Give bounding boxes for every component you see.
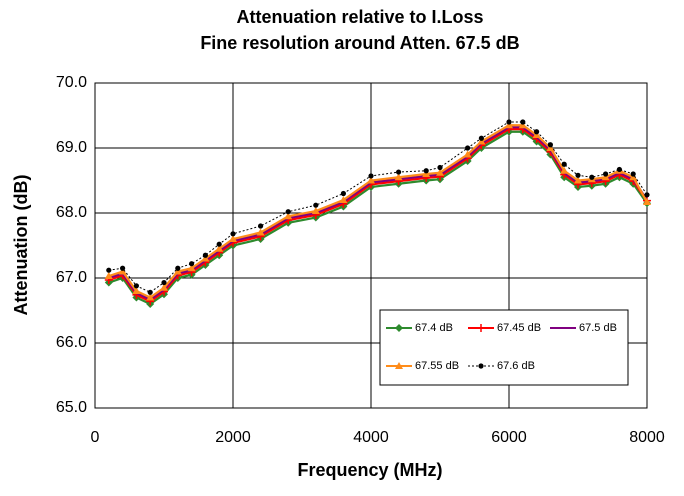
marker [395, 324, 403, 332]
marker [313, 202, 319, 208]
legend-label: 67.4 dB [415, 322, 453, 334]
marker [644, 192, 650, 198]
marker [368, 173, 374, 179]
y-tick-label: 66.0 [56, 334, 87, 351]
legend-label: 67.5 dB [579, 322, 617, 334]
legend-box [379, 309, 629, 386]
marker [520, 119, 526, 125]
marker [215, 244, 224, 252]
x-tick-label: 0 [91, 429, 100, 446]
marker [147, 289, 153, 295]
marker [201, 254, 210, 262]
marker [616, 166, 623, 173]
chart-subtitle: Fine resolution around Atten. 67.5 dB [200, 33, 519, 53]
marker [187, 264, 196, 272]
marker [463, 150, 472, 158]
marker [285, 209, 291, 215]
marker [120, 265, 126, 271]
marker [436, 168, 444, 176]
marker [396, 169, 402, 175]
marker [643, 197, 651, 205]
legend-label: 67.6 dB [497, 360, 535, 372]
marker [477, 324, 485, 332]
marker [340, 190, 346, 197]
marker [230, 231, 236, 237]
marker [175, 265, 181, 271]
marker [478, 135, 484, 141]
marker [146, 293, 155, 301]
marker [547, 142, 554, 148]
marker [339, 196, 348, 203]
marker [477, 137, 486, 145]
marker [546, 144, 555, 151]
y-tick-label: 69.0 [56, 139, 87, 156]
marker [104, 272, 113, 280]
marker [575, 172, 581, 178]
marker [630, 171, 636, 177]
marker [160, 283, 168, 291]
marker [256, 228, 265, 236]
marker [574, 176, 582, 184]
marker [106, 267, 112, 273]
marker [423, 168, 429, 174]
marker [506, 119, 512, 125]
marker [229, 235, 237, 242]
x-axis-label: Frequency (MHz) [297, 460, 442, 480]
x-tick-label: 4000 [353, 429, 389, 446]
marker [629, 173, 638, 181]
marker [518, 121, 527, 129]
marker [202, 252, 208, 258]
marker [284, 212, 293, 220]
marker [216, 241, 222, 247]
marker [132, 287, 141, 294]
marker [258, 223, 264, 229]
marker [133, 283, 139, 289]
marker [478, 363, 484, 369]
legend-label: 67.45 dB [497, 322, 541, 334]
chart-title: Attenuation relative to I.Loss [236, 7, 483, 27]
plot-frame [94, 82, 648, 409]
marker [161, 279, 167, 286]
marker [601, 173, 610, 181]
x-tick-label: 2000 [215, 429, 251, 446]
y-tick-label: 65.0 [56, 399, 87, 416]
marker [437, 164, 443, 171]
marker [394, 173, 403, 181]
legend-label: 67.55 dB [415, 360, 459, 372]
marker [532, 131, 541, 138]
marker [118, 267, 127, 275]
y-tick-label: 67.0 [56, 269, 87, 286]
marker [603, 171, 609, 177]
legend: 67.4 dB 67.45 dB 67.5 dB 67.55 dB 67.6 dB [379, 309, 629, 386]
marker [534, 129, 540, 135]
x-tick-label: 6000 [491, 429, 527, 446]
x-tick-label: 8000 [629, 429, 665, 446]
marker [561, 161, 567, 167]
marker [173, 267, 182, 275]
y-axis-label: Attenuation (dB) [11, 175, 31, 316]
marker [560, 166, 569, 174]
marker [189, 261, 195, 267]
marker [367, 176, 375, 184]
marker [589, 174, 595, 180]
y-tick-label: 70.0 [56, 74, 87, 91]
marker [395, 362, 403, 369]
y-tick-label: 68.0 [56, 204, 87, 221]
marker [465, 145, 471, 151]
marker [505, 121, 513, 129]
marker [311, 207, 320, 215]
marker [422, 170, 431, 177]
